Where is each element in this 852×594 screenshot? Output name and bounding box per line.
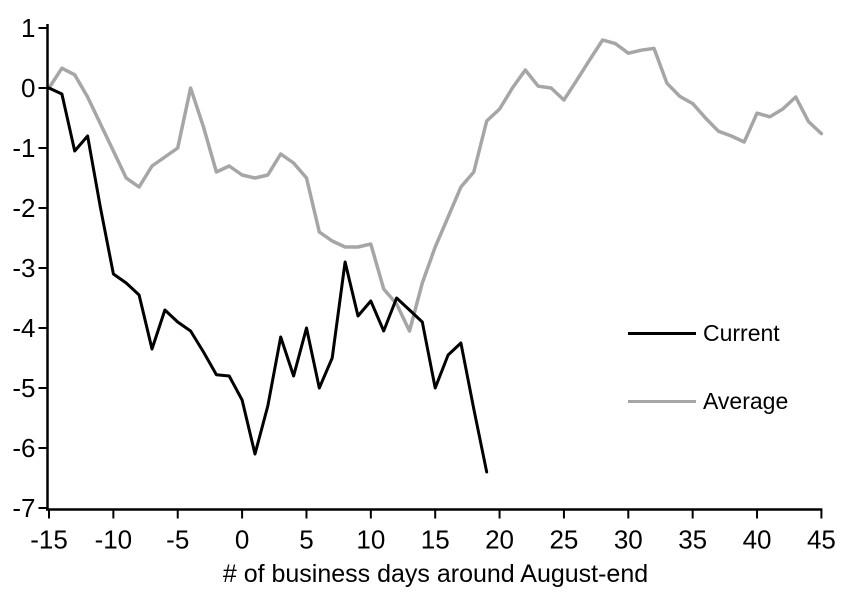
x-tick-label: 20	[485, 525, 514, 555]
y-tick-label: -1	[12, 133, 35, 163]
y-tick-label: 1	[21, 13, 35, 43]
x-tick-label: 35	[678, 525, 707, 555]
x-tick-label: 40	[743, 525, 772, 555]
x-tick-label: 25	[549, 525, 578, 555]
series-line-average	[47, 38, 824, 333]
legend-item-current: Current	[628, 319, 788, 346]
y-tick-label: 0	[21, 73, 35, 103]
x-tick-label: 30	[614, 525, 643, 555]
y-tick-label: -6	[12, 433, 35, 463]
y-tick-label: -5	[12, 373, 35, 403]
y-tick-label: -7	[12, 493, 35, 523]
x-tick-label: 5	[299, 525, 313, 555]
x-tick-label: 10	[356, 525, 385, 555]
x-axis-title: # of business days around August-end	[222, 560, 649, 588]
x-tick-label: 15	[421, 525, 450, 555]
y-tick-label: -3	[12, 253, 35, 283]
average-line-swatch	[628, 399, 696, 403]
legend-item-average: Average	[628, 387, 789, 414]
legend-label-average: Average	[703, 387, 789, 414]
x-tick-label: -10	[95, 525, 133, 555]
x-tick-label: 45	[807, 525, 836, 555]
y-tick-label: -2	[12, 193, 35, 223]
x-tick-label: 0	[235, 525, 249, 555]
y-tick-label: -4	[12, 313, 35, 343]
x-tick-label: -5	[166, 525, 189, 555]
x-tick-label: -15	[30, 525, 68, 555]
legend: Current Average	[628, 319, 789, 457]
legend-label-current: Current	[703, 319, 780, 346]
current-line-swatch	[628, 331, 696, 335]
series-line-current	[47, 86, 489, 474]
